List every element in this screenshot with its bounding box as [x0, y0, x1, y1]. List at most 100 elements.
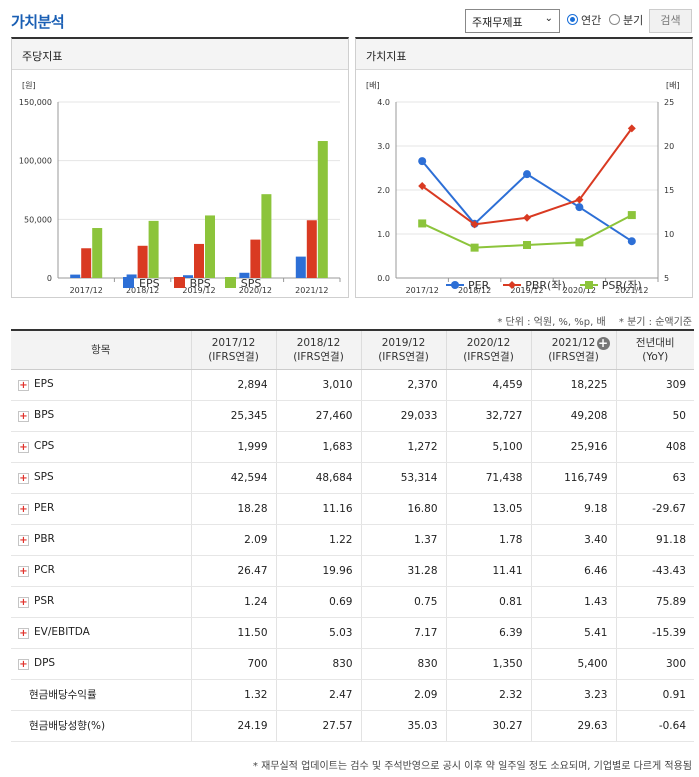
- table-cell: 3.40: [530, 524, 616, 556]
- bar-bps: [250, 239, 261, 278]
- row-label-text: CPS: [34, 440, 55, 452]
- table-cell: 30.27: [445, 710, 531, 742]
- period-header: 2017/12 (IFRS연결): [190, 329, 276, 370]
- table-row: + PBR 2.09 1.22 1.37 1.78 3.40 91.18: [11, 524, 694, 556]
- row-label[interactable]: + PCR: [11, 555, 191, 587]
- y-left-tick-label: 2.0: [377, 186, 390, 195]
- row-label[interactable]: + PBR: [11, 524, 191, 556]
- expand-plus-icon[interactable]: +: [18, 566, 29, 577]
- table-cell: 700: [190, 648, 276, 680]
- table-cell: 19.96: [275, 555, 361, 587]
- x-tick-label: 2019/12: [182, 286, 215, 295]
- bar-bps: [81, 248, 92, 278]
- table-row: + EPS 2,894 3,010 2,370 4,459 18,225 309: [11, 369, 694, 401]
- table-row: + PCR 26.47 19.96 31.28 11.41 6.46 -43.43: [11, 555, 694, 587]
- row-label[interactable]: + PSR: [11, 586, 191, 618]
- table-header-row: 항목 2017/12 (IFRS연결) 2018/12 (IFRS연결) 2019/12(…: [11, 329, 694, 370]
- row-label[interactable]: + CPS: [11, 431, 191, 463]
- valuation-panel: 가치지표 [배] [배] 4.0 25 3.0 20 2.0 15 1.0 10 0.0 5 2017/…: [355, 37, 693, 298]
- expand-plus-icon[interactable]: +: [18, 628, 29, 639]
- per-share-panel: 주당지표 [원] 150,000 100,000 50,000 0 2017/12 2018…: [11, 37, 349, 298]
- radio-quarter-label: 분기: [623, 14, 644, 27]
- table-cell: 0.81: [445, 586, 531, 618]
- radio-unchecked-icon: [609, 14, 620, 25]
- radio-annual[interactable]: 연간: [567, 12, 601, 28]
- expand-plus-icon[interactable]: +: [18, 380, 29, 391]
- table-row: + PER 18.28 11.16 16.80 13.05 9.18 -29.67: [11, 493, 694, 525]
- row-label: 현금배당성향(%): [11, 710, 191, 742]
- table-cell: 71,438: [445, 462, 531, 494]
- bar-sps: [205, 215, 215, 278]
- legend-item[interactable]: PER: [446, 279, 489, 292]
- row-label[interactable]: + DPS: [11, 648, 191, 680]
- expand-plus-icon[interactable]: +: [18, 442, 29, 453]
- search-button[interactable]: 검색: [649, 9, 692, 33]
- legend-item[interactable]: EPS: [123, 277, 160, 290]
- table-cell: 1,350: [445, 648, 531, 680]
- table-row: + DPS 700 830 830 1,350 5,400 300: [11, 648, 694, 680]
- table-cell: 2,894: [190, 369, 276, 401]
- y-unit-label: [원]: [22, 81, 36, 90]
- radio-quarter[interactable]: 분기: [609, 12, 643, 28]
- basis-label: (IFRS연결): [378, 350, 429, 363]
- legend-item[interactable]: BPS: [173, 277, 211, 290]
- legend-item[interactable]: PBR(좌): [503, 277, 566, 293]
- period-header: 2021/12 (IFRS연결) +: [530, 329, 616, 370]
- statement-type-select[interactable]: 주재무제표 ⌄: [465, 9, 560, 33]
- x-tick-label: 2019/12: [510, 286, 543, 295]
- row-label[interactable]: + BPS: [11, 400, 191, 432]
- bar-eps: [295, 256, 306, 278]
- expand-plus-icon[interactable]: +: [18, 659, 29, 670]
- expand-plus-icon[interactable]: +: [18, 473, 29, 484]
- row-label[interactable]: + PER: [11, 493, 191, 525]
- row-label[interactable]: + EPS: [11, 369, 191, 401]
- table-cell: 31.28: [360, 555, 446, 587]
- add-column-icon[interactable]: +: [596, 336, 610, 350]
- page-title: 가치분석: [11, 13, 65, 31]
- period-label: 2018/12: [296, 336, 341, 349]
- period-label: 2017/12: [211, 336, 256, 349]
- point-PSR(좌): [418, 219, 427, 228]
- row-label-text: EPS: [34, 378, 54, 390]
- period-note-text: * 분기 : 순액기준: [618, 317, 692, 328]
- table-cell: 25,916: [530, 431, 616, 463]
- chevron-down-icon: ⌄: [544, 13, 553, 24]
- table-cell: 5.03: [275, 617, 361, 649]
- valuation-line-chart: [배] [배] 4.0 25 3.0 20 2.0 15 1.0 10 0.0 5 2017/12 201…: [366, 81, 680, 295]
- table-cell: 32,727: [445, 400, 531, 432]
- y-tick-label: 50,000: [24, 215, 52, 224]
- x-tick-label: 2018/12: [126, 286, 159, 295]
- row-label[interactable]: + SPS: [11, 462, 191, 494]
- table-cell: 48,684: [275, 462, 361, 494]
- yoy-cell: 50: [615, 400, 694, 432]
- bar-sps: [92, 228, 103, 278]
- row-label-text: PCR: [34, 564, 55, 576]
- point-PSR(좌): [575, 238, 584, 247]
- legend-item[interactable]: PSR(좌): [579, 277, 642, 293]
- legend-label: BPS: [189, 277, 211, 290]
- row-label-text: PBR: [34, 533, 55, 545]
- table-cell: 1.24: [190, 586, 276, 618]
- table-cell: 9.18: [530, 493, 616, 525]
- y-right-tick-label: 15: [664, 186, 674, 195]
- legend-marker-icon: [446, 281, 464, 289]
- valuation-table: 항목 2017/12 (IFRS연결) 2018/12 (IFRS연결) 2019/12(…: [11, 329, 694, 742]
- yoy-cell: 63: [615, 462, 694, 494]
- bar-bps: [306, 220, 317, 278]
- expand-plus-icon[interactable]: +: [18, 411, 29, 422]
- yoy-header: 전년대비 (YoY): [615, 329, 694, 370]
- yoy-cell: -43.43: [615, 555, 694, 587]
- point-PSR(좌): [627, 211, 636, 220]
- row-label[interactable]: + EV/EBITDA: [11, 617, 191, 649]
- bar-bps: [137, 245, 148, 278]
- row-label: 현금배당수익률: [11, 679, 191, 711]
- yoy-cell: 408: [615, 431, 694, 463]
- expand-plus-icon[interactable]: +: [18, 535, 29, 546]
- point-PER: [575, 203, 584, 212]
- expand-plus-icon[interactable]: +: [18, 504, 29, 515]
- table-cell: 13.05: [445, 493, 531, 525]
- legend-item[interactable]: SPS: [224, 277, 261, 290]
- table-row: + BPS 25,345 27,460 29,033 32,727 49,208 50: [11, 400, 694, 432]
- table-cell: 25,345: [190, 400, 276, 432]
- expand-plus-icon[interactable]: +: [18, 597, 29, 608]
